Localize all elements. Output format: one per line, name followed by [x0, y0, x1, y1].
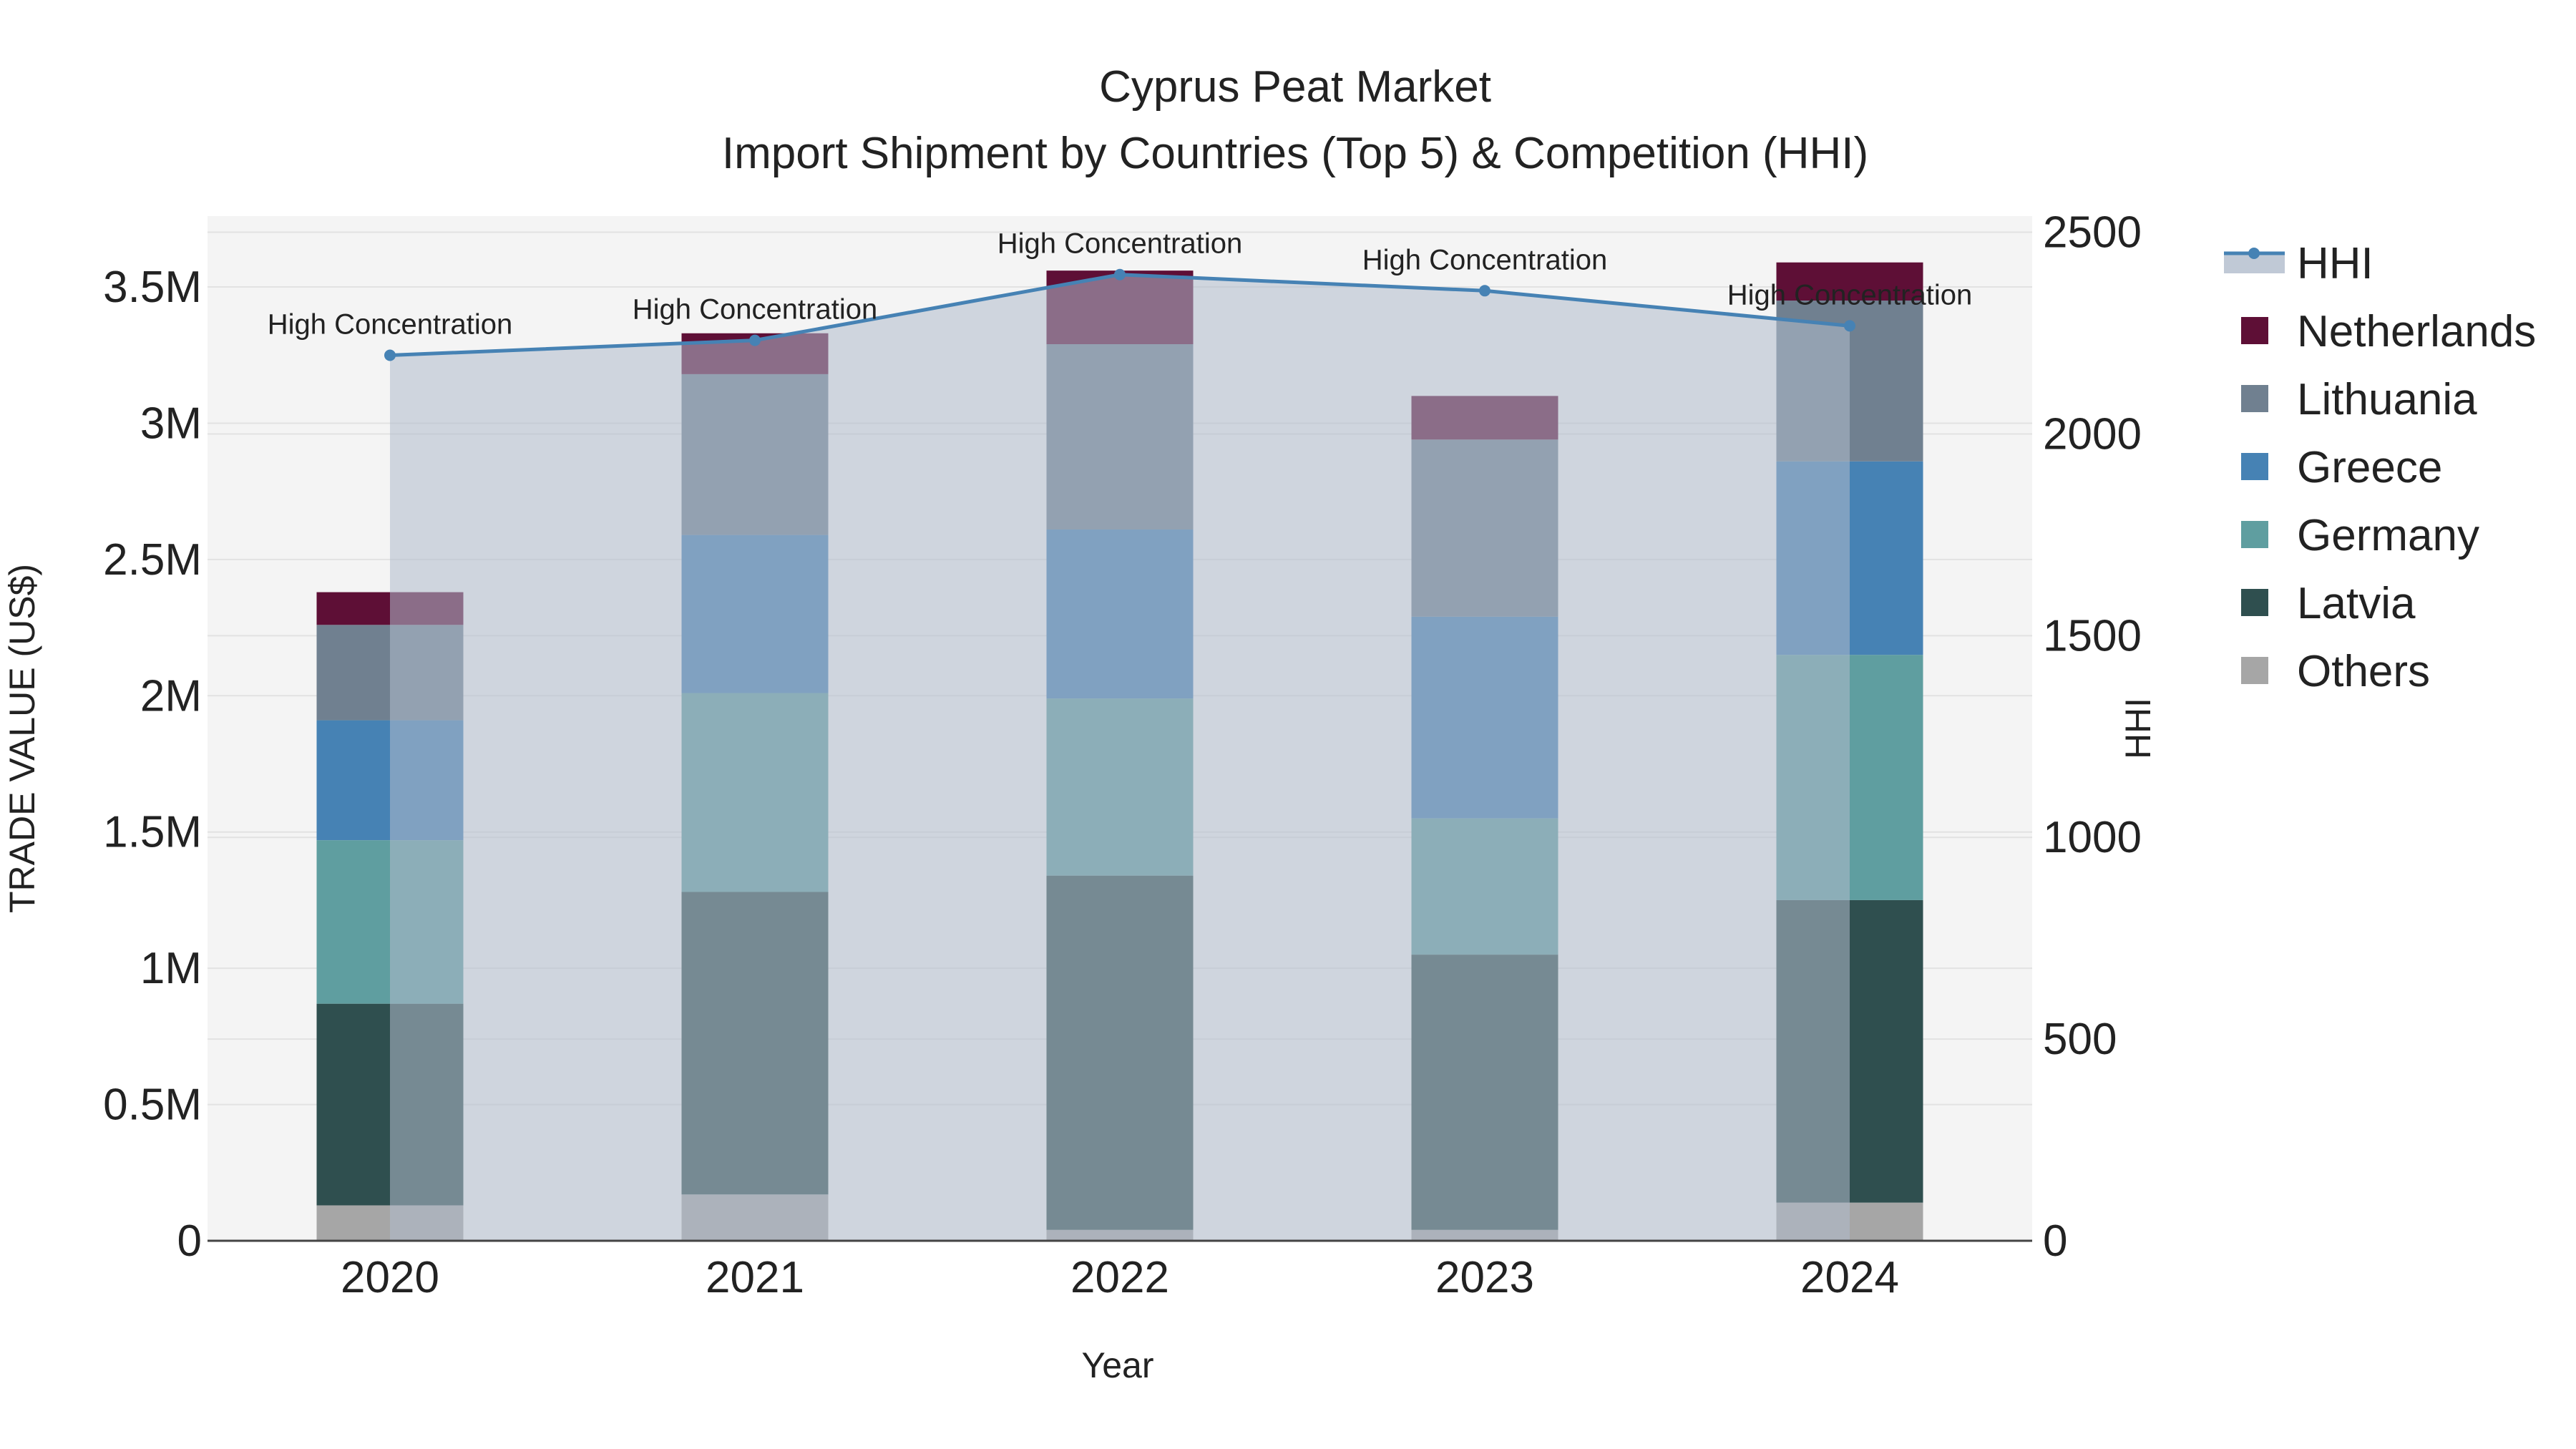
- legend-label-germany: Germany: [2297, 511, 2479, 560]
- hhi-line-group: High Concentration High Concentration High…: [268, 228, 1972, 361]
- y2-tick-500: 500: [2043, 1015, 2117, 1064]
- legend: HHI Netherlands Lithuania Greece Germany Latv…: [2224, 239, 2536, 696]
- x-tick-2023: 2023: [1435, 1253, 1534, 1302]
- x-axis-label: Year: [1081, 1345, 1153, 1385]
- y2-tick-1500: 1500: [2043, 611, 2142, 660]
- hhi-point-2023: [1479, 285, 1491, 297]
- hhi-point-2022: [1114, 268, 1126, 280]
- hhi-label-2021: High Concentration: [633, 294, 877, 326]
- hhi-point-2020: [384, 349, 396, 361]
- y2-axis-label: HHI: [2118, 698, 2158, 759]
- hhi-point-2024: [1844, 320, 1855, 332]
- hhi-label-2020: High Concentration: [268, 309, 512, 341]
- x-axis: 2020 2021 2022 2023 2024: [341, 1253, 1899, 1302]
- x-tick-2024: 2024: [1800, 1253, 1899, 1302]
- hhi-point-2021: [749, 334, 761, 346]
- legend-swatch-others: [2241, 657, 2268, 684]
- y-axis-label: TRADE VALUE (US$): [2, 564, 42, 913]
- legend-label-greece: Greece: [2297, 443, 2442, 492]
- legend-label-latvia: Latvia: [2297, 579, 2416, 628]
- y2-axis: 0 500 1000 1500 2000 2500: [2043, 208, 2142, 1266]
- y-tick-1-5m: 1.5M: [103, 808, 202, 857]
- x-tick-2022: 2022: [1070, 1253, 1169, 1302]
- y2-tick-0: 0: [2043, 1216, 2067, 1266]
- y-tick-2m: 2M: [140, 671, 202, 721]
- legend-label-others: Others: [2297, 647, 2430, 696]
- y-tick-1m: 1M: [140, 944, 202, 993]
- x-tick-2020: 2020: [341, 1253, 439, 1302]
- legend-label-lithuania: Lithuania: [2297, 375, 2477, 424]
- y-axis: 0 0.5M 1M 1.5M 2M 2.5M 3M 3.5M: [103, 263, 202, 1266]
- legend-swatch-hhi-marker: [2248, 248, 2260, 259]
- y2-tick-2500: 2500: [2043, 208, 2142, 258]
- chart-title: Cyprus Peat Market: [1099, 62, 1491, 112]
- y-tick-3-5m: 3.5M: [103, 263, 202, 312]
- legend-label-netherlands: Netherlands: [2297, 307, 2536, 356]
- y-tick-2-5m: 2.5M: [103, 535, 202, 585]
- legend-swatch-netherlands: [2241, 317, 2268, 344]
- y-tick-3m: 3M: [140, 399, 202, 448]
- legend-swatch-latvia: [2241, 589, 2268, 616]
- y-tick-0: 0: [177, 1216, 202, 1266]
- legend-swatch-greece: [2241, 453, 2268, 480]
- legend-swatch-lithuania: [2241, 385, 2268, 412]
- hhi-label-2024: High Concentration: [1727, 279, 1972, 311]
- hhi-area-fill: [390, 274, 1850, 1241]
- hhi-label-2022: High Concentration: [997, 228, 1242, 260]
- bar-netherlands-2024: [1776, 262, 1923, 301]
- hhi-area: [390, 274, 1850, 1241]
- legend-label-hhi: HHI: [2297, 239, 2373, 288]
- x-tick-2021: 2021: [706, 1253, 804, 1302]
- y-tick-0-5m: 0.5M: [103, 1080, 202, 1130]
- hhi-label-2023: High Concentration: [1362, 244, 1607, 275]
- legend-swatch-germany: [2241, 521, 2268, 548]
- y2-tick-2000: 2000: [2043, 409, 2142, 459]
- chart-subtitle: Import Shipment by Countries (Top 5) & C…: [722, 129, 1868, 178]
- y2-tick-1000: 1000: [2043, 813, 2142, 862]
